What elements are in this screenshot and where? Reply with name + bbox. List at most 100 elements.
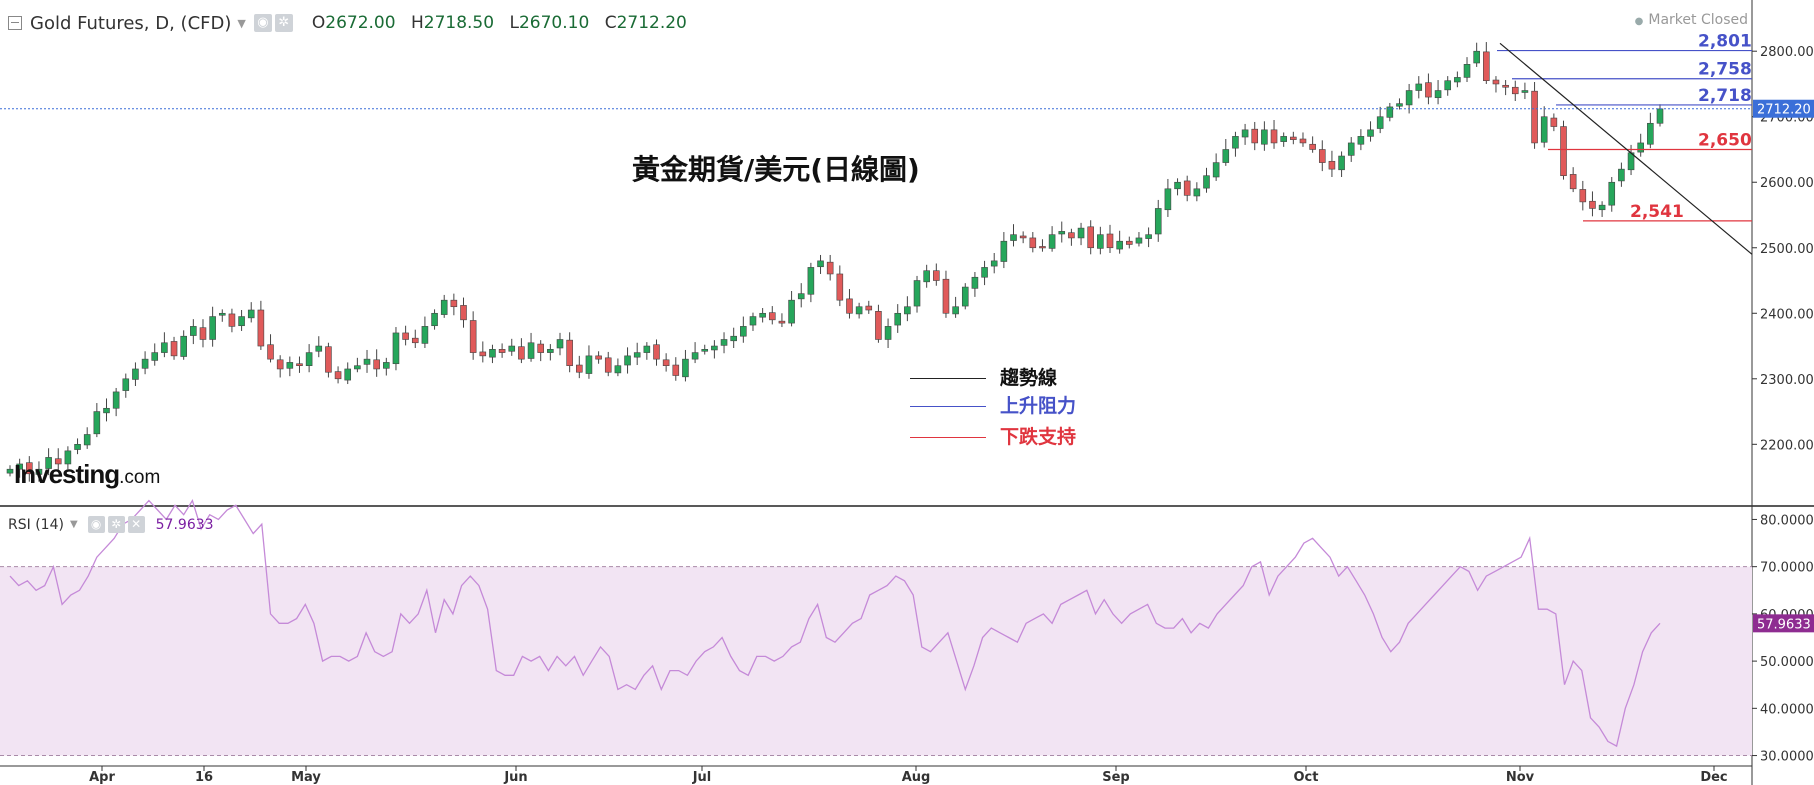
candle-body: [479, 351, 487, 357]
chevron-down-icon[interactable]: ▼: [237, 16, 246, 30]
candle-body: [6, 468, 14, 474]
candle-body: [537, 343, 544, 353]
candle-body: [354, 365, 361, 370]
candle-body: [190, 326, 197, 336]
candle-body: [1579, 189, 1587, 203]
ohlc-values: O2672.00 H2718.50 L2670.10 C2712.20: [311, 13, 687, 33]
candle-body: [961, 286, 969, 307]
candle-body: [1608, 181, 1616, 206]
eye-icon[interactable]: ◉: [253, 14, 272, 32]
candle-body: [1203, 175, 1210, 189]
candle-body: [624, 355, 631, 366]
candle-body: [1126, 240, 1133, 245]
candle-body: [373, 359, 380, 370]
candle-body: [1232, 136, 1239, 149]
level-label: 2,650: [1698, 130, 1752, 150]
gear-icon[interactable]: ✲: [274, 14, 293, 32]
time-tick-label: Oct: [1294, 770, 1319, 785]
candle-body: [170, 341, 178, 357]
candle-body: [1183, 180, 1191, 196]
candle-body: [1338, 155, 1345, 171]
candle-body: [1598, 204, 1606, 211]
candle-body: [1193, 188, 1201, 197]
candle-body: [1425, 82, 1432, 98]
candle-body: [363, 358, 371, 365]
chevron-down-icon[interactable]: ▼: [69, 519, 78, 530]
candle-body: [1328, 160, 1336, 170]
candle-body: [1241, 129, 1249, 138]
rsi-line: [9, 499, 1661, 748]
gear-icon[interactable]: ✲: [107, 516, 125, 533]
candle-body: [807, 267, 815, 295]
candle-body: [1511, 86, 1519, 95]
candle-body: [1251, 128, 1259, 144]
candle-body: [238, 316, 245, 327]
market-status: Market Closed: [1635, 12, 1748, 28]
time-tick-label: Sep: [1102, 770, 1130, 785]
candle-body: [1000, 240, 1008, 262]
candle-body: [286, 362, 294, 369]
candle-body: [1540, 116, 1548, 143]
candle-body: [1502, 84, 1509, 88]
candle-body: [383, 362, 390, 369]
chart-header: Gold Futures, D, (CFD) ▼ ◉ ✲ O2672.00 H2…: [8, 10, 687, 36]
symbol-title[interactable]: Gold Futures, D, (CFD): [30, 12, 232, 34]
candle-body: [1367, 129, 1374, 137]
candle-body: [672, 364, 680, 376]
rsi-tick-label: 70.0000: [1760, 561, 1814, 576]
candle-body: [547, 349, 554, 353]
trend-line: [1499, 42, 1753, 255]
candle-body: [16, 463, 23, 470]
candle-body: [1357, 136, 1365, 145]
candle-body: [778, 320, 786, 324]
candle-body: [209, 316, 216, 340]
eye-icon[interactable]: ◉: [87, 516, 105, 533]
candle-body: [431, 312, 438, 327]
candle-body: [508, 345, 516, 352]
rsi-tick-label: 40.0000: [1760, 702, 1814, 717]
collapse-toggle-icon[interactable]: [8, 16, 22, 30]
candle-body: [26, 462, 33, 475]
candle-body: [633, 352, 641, 358]
level-label: 2,541: [1630, 202, 1684, 222]
candle-body: [1647, 122, 1654, 145]
investing-logo: Investing.com: [14, 459, 161, 489]
candle-body: [1270, 129, 1278, 144]
candle-body: [662, 359, 670, 366]
candle-body: [35, 468, 43, 475]
candle-body: [981, 267, 988, 278]
candle-body: [1309, 143, 1316, 150]
candle-body: [315, 345, 323, 352]
time-tick-label: Aug: [902, 770, 931, 785]
candle-body: [1396, 103, 1403, 107]
candle-body: [257, 309, 265, 347]
candle-body: [1164, 188, 1172, 211]
candle-body: [749, 316, 757, 326]
candle-body: [54, 458, 62, 465]
rsi-title[interactable]: RSI (14): [8, 516, 64, 533]
candle-body: [74, 444, 81, 450]
candle-body: [923, 270, 930, 283]
candle-body: [759, 312, 766, 318]
candle-body: [64, 450, 72, 465]
candle-body: [1280, 136, 1287, 142]
candle-body: [585, 355, 593, 374]
time-tick-label: Nov: [1506, 770, 1535, 785]
candle-body: [141, 358, 149, 369]
candle-body: [402, 332, 409, 340]
candle-body: [1222, 149, 1230, 163]
candle-body: [817, 260, 824, 268]
close-icon[interactable]: ✕: [127, 516, 145, 533]
rsi-band: [0, 566, 1752, 756]
time-tick-label: Dec: [1700, 770, 1727, 785]
candle-body: [1434, 90, 1442, 99]
price-tick-label: 2500.00: [1760, 242, 1814, 257]
candle-body: [1560, 126, 1567, 176]
candle-body: [682, 358, 689, 378]
candle-body: [604, 357, 612, 373]
candle-body: [913, 280, 921, 307]
last-price-label: 2712.20: [1757, 103, 1811, 118]
candle-body: [1299, 138, 1307, 144]
candle-body: [1521, 90, 1529, 93]
